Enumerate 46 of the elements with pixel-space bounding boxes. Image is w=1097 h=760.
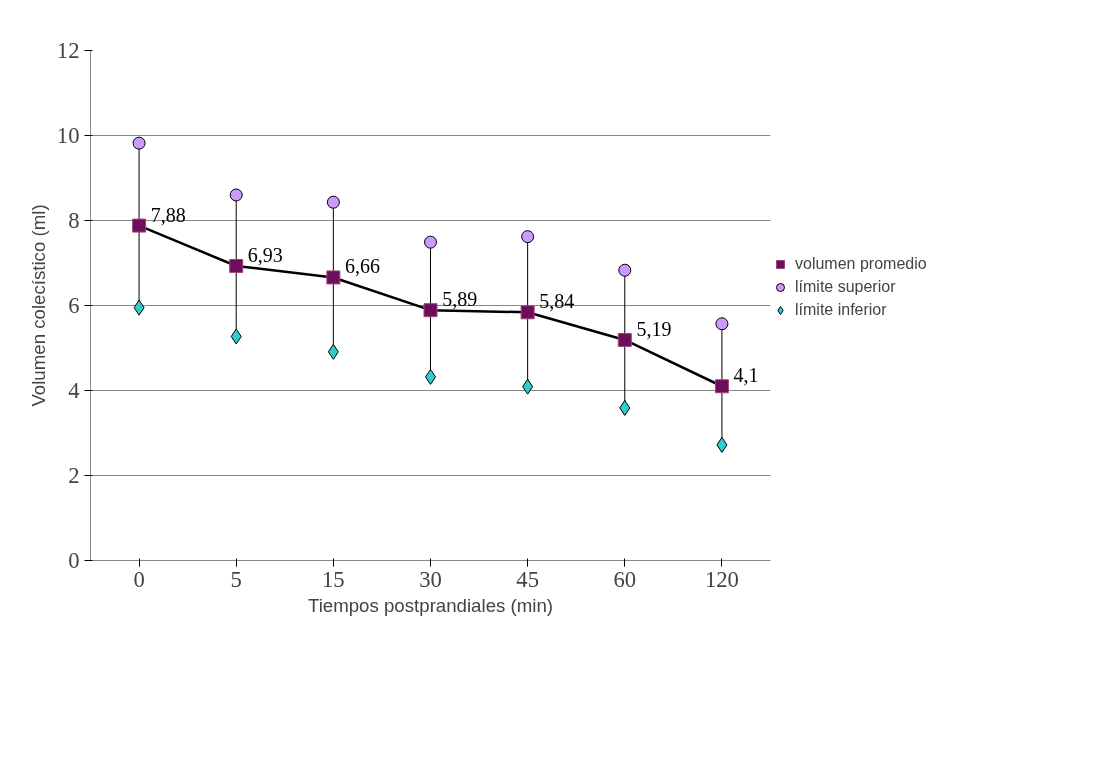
point (714, 379, 729, 394)
data-label: 5,89 (442, 288, 478, 311)
x-axis-title: Tiempos postprandiales (min) (307, 594, 554, 616)
y-axis-title: Volumen colecístico (ml) (27, 204, 49, 407)
point (230, 328, 242, 345)
point (423, 303, 438, 318)
x-tick-label: 30 (419, 566, 442, 592)
y-tick-label: 0 (68, 548, 80, 573)
point (618, 263, 632, 277)
point (520, 305, 535, 320)
x-tick-label: 5 (230, 566, 242, 592)
legend-label: volumen promedio (795, 255, 927, 273)
point (716, 436, 728, 453)
point (326, 195, 340, 209)
point (617, 332, 632, 347)
point (133, 299, 145, 316)
y-tick-label: 2 (68, 463, 80, 488)
data-label: 6,66 (345, 255, 381, 278)
data-label: 5,84 (539, 290, 575, 313)
point (132, 218, 147, 233)
y-tick-label: 6 (68, 293, 80, 318)
x-tick-label: 45 (516, 566, 539, 592)
legend-label: límite inferior (795, 301, 887, 319)
point (715, 317, 729, 331)
point (326, 270, 341, 285)
point (327, 343, 339, 360)
point (424, 235, 437, 249)
y-tick-label: 10 (56, 123, 80, 148)
y-tick-label: 12 (56, 38, 80, 63)
point (522, 378, 534, 395)
data-label: 5,19 (636, 317, 672, 340)
point (229, 188, 243, 202)
point (132, 136, 146, 150)
y-tick-label: 8 (68, 208, 80, 233)
legend-label: límite superior (795, 278, 896, 296)
point (521, 230, 535, 244)
x-tick-label: 60 (613, 566, 637, 592)
x-tick-label: 120 (704, 566, 739, 592)
point (229, 258, 244, 273)
data-label: 6,93 (247, 243, 283, 266)
y-tick-label: 4 (68, 378, 80, 403)
x-tick-label: 0 (133, 566, 145, 592)
x-tick-label: 15 (322, 566, 345, 592)
data-label: 4,1 (733, 364, 759, 387)
point (619, 399, 631, 416)
data-label: 7,88 (150, 203, 186, 226)
